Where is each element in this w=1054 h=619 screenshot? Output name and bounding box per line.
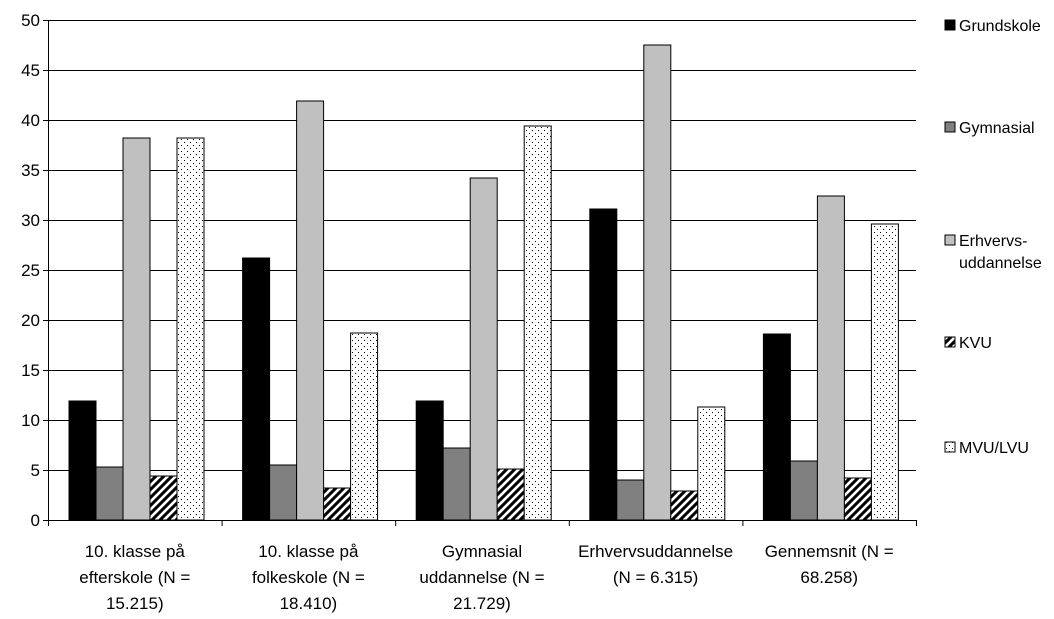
bar-series-0-cat-3 <box>589 208 618 521</box>
legend-label: KVU <box>959 335 992 352</box>
legend-swatch <box>944 19 956 31</box>
legend-label: MVU/LVU <box>959 440 1029 457</box>
bar-series-0-cat-4 <box>762 333 791 521</box>
legend-swatch <box>944 441 956 453</box>
bar-series-2-cat-2 <box>469 177 498 521</box>
bar-series-4-cat-3 <box>697 406 726 521</box>
bar-series-2-cat-4 <box>816 195 845 521</box>
legend-swatch <box>944 234 956 246</box>
bar-series-2-cat-3 <box>643 44 672 521</box>
bar-series-4-cat-1 <box>350 332 379 521</box>
y-axis-ticks: 0 5 10 15 20 25 30 35 40 45 50 <box>21 11 48 530</box>
y-tick-label: 5 <box>31 461 40 480</box>
bar-series-3-cat-1 <box>323 487 352 521</box>
x-category-label: Gymnasial uddannelse (N = 21.729) <box>419 542 544 613</box>
legend-swatch <box>944 121 956 133</box>
y-tick-label: 40 <box>21 111 40 130</box>
bar-series-2-cat-0 <box>122 137 151 521</box>
bar-series-4-cat-4 <box>870 223 899 521</box>
bar-series-1-cat-1 <box>269 464 298 521</box>
y-tick-label: 50 <box>21 11 40 30</box>
y-tick-label: 35 <box>21 161 40 180</box>
bar-series-4-cat-2 <box>523 125 552 521</box>
bar-series-1-cat-3 <box>616 479 645 521</box>
bar-series-1-cat-2 <box>442 447 471 521</box>
x-category-label: 10. klasse på efterskole (N = 15.215) <box>79 542 190 613</box>
y-tick-label: 15 <box>21 361 40 380</box>
legend-label: Gymnasial <box>959 120 1035 137</box>
bar-series-0-cat-0 <box>68 400 97 521</box>
legend: Grundskole Gymnasial Erhvervs-uddannelse KV… <box>944 18 1042 457</box>
bar-series-1-cat-4 <box>789 460 818 521</box>
bar-series-0-cat-1 <box>242 257 271 521</box>
axes <box>48 20 917 526</box>
legend-label: Grundskole <box>959 18 1041 35</box>
x-axis-labels: 10. klasse på efterskole (N = 15.215) 10. k… <box>79 542 893 613</box>
legend-swatch <box>944 336 956 348</box>
bar-series-3-cat-2 <box>496 468 525 521</box>
bar-series-3-cat-4 <box>843 477 872 521</box>
bar-series-1-cat-0 <box>95 466 124 521</box>
x-category-label: Gennemsnit (N = 68.258) <box>765 542 894 587</box>
x-category-label: 10. klasse på folkeskole (N = 18.410) <box>252 542 365 613</box>
bar-series-3-cat-3 <box>670 490 699 521</box>
bar-series-4-cat-0 <box>176 137 205 521</box>
x-category-label: Erhvervsuddannelse (N = 6.315) <box>578 542 733 587</box>
legend-label: Erhvervs-uddannelse <box>959 233 1042 272</box>
bar-series-2-cat-1 <box>296 100 325 521</box>
bars <box>68 44 899 521</box>
y-tick-label: 25 <box>21 261 40 280</box>
y-tick-label: 10 <box>21 411 40 430</box>
y-tick-label: 0 <box>31 511 40 530</box>
bar-series-0-cat-2 <box>415 400 444 521</box>
y-tick-label: 45 <box>21 61 40 80</box>
bar-series-3-cat-0 <box>149 475 178 521</box>
y-tick-label: 20 <box>21 311 40 330</box>
y-tick-label: 30 <box>21 211 40 230</box>
